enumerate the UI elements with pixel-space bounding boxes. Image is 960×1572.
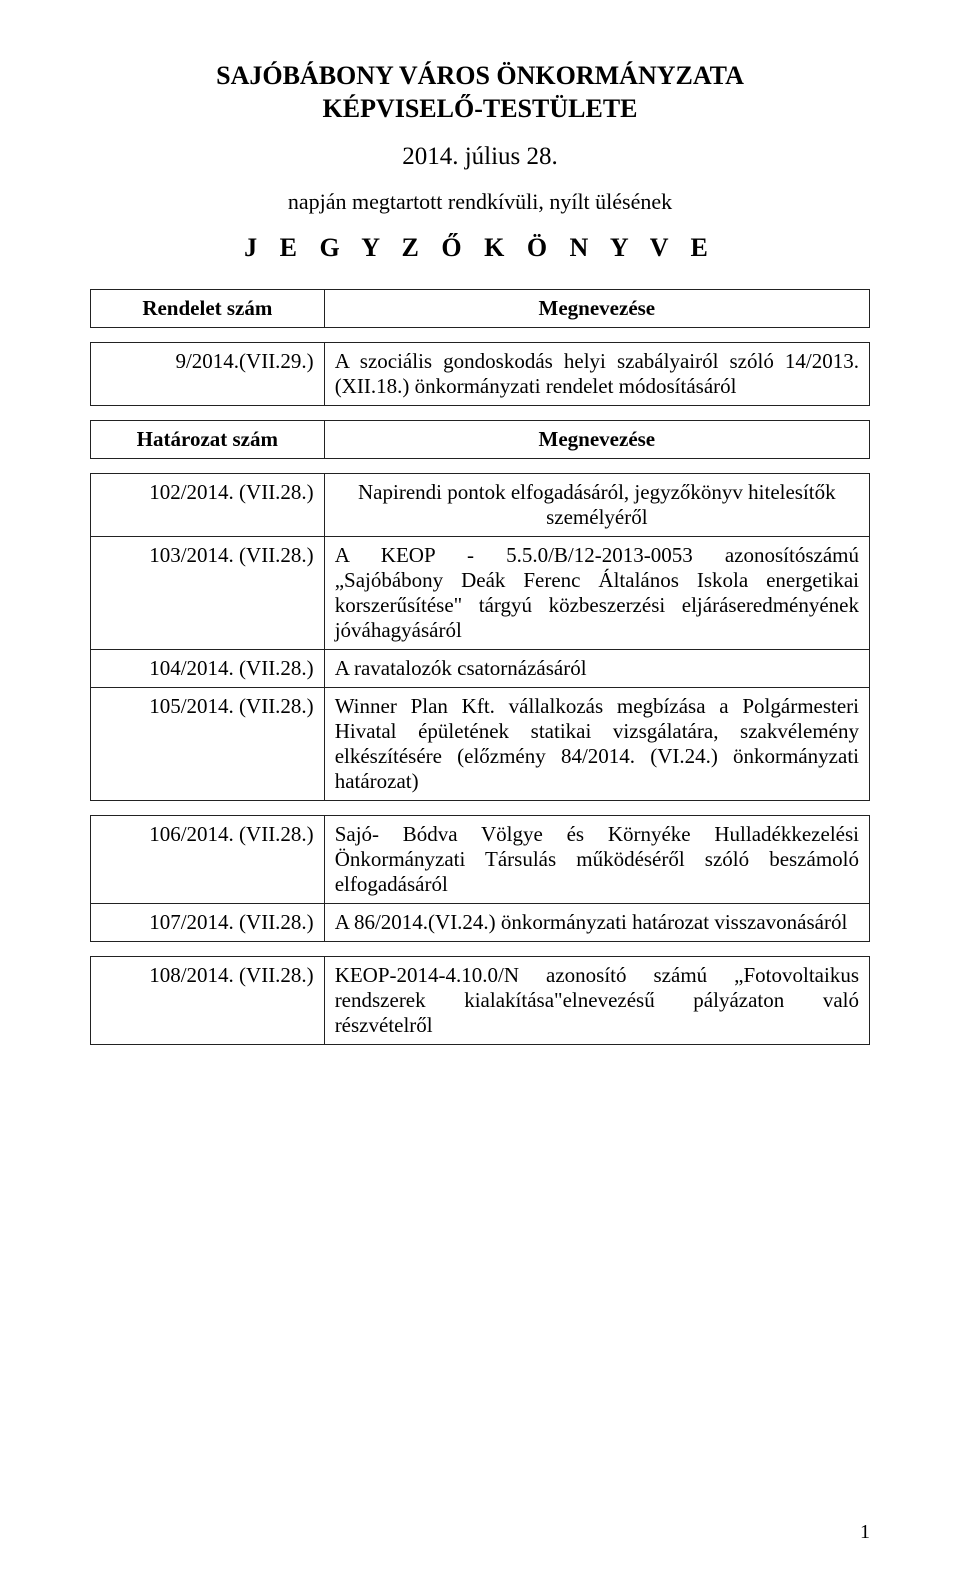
hatarozat-text: Sajó- Bódva Völgye és Környéke Hulladékk… — [324, 816, 869, 904]
document-subtitle: napján megtartott rendkívüli, nyílt ülés… — [90, 189, 870, 215]
hatarozat-text: Winner Plan Kft. vállalkozás megbízása a… — [324, 688, 869, 801]
table-row: 9/2014.(VII.29.) A szociális gondoskodás… — [91, 343, 870, 406]
table-row: 108/2014. (VII.28.) KEOP-2014-4.10.0/N a… — [91, 957, 870, 1045]
hatarozat-header-left: Határozat szám — [91, 421, 325, 459]
hatarozat-text: A ravatalozók csatornázásáról — [324, 650, 869, 688]
document-date: 2014. július 28. — [90, 143, 870, 171]
hatarozat-group-3: 108/2014. (VII.28.) KEOP-2014-4.10.0/N a… — [90, 956, 870, 1045]
hatarozat-num: 107/2014. (VII.28.) — [91, 904, 325, 942]
hatarozat-num: 103/2014. (VII.28.) — [91, 537, 325, 650]
table-row: 105/2014. (VII.28.) Winner Plan Kft. vál… — [91, 688, 870, 801]
rendelet-header-right: Megnevezése — [324, 290, 869, 328]
rendelet-num: 9/2014.(VII.29.) — [91, 343, 325, 406]
rendelet-table: Rendelet szám Megnevezése — [90, 289, 870, 328]
hatarozat-group-2: 106/2014. (VII.28.) Sajó- Bódva Völgye é… — [90, 815, 870, 942]
title-line2: KÉPVISELŐ-TESTÜLETE — [323, 94, 638, 123]
table-row: 107/2014. (VII.28.) A 86/2014.(VI.24.) ö… — [91, 904, 870, 942]
hatarozat-text: A KEOP - 5.5.0/B/12-2013-0053 azonosítós… — [324, 537, 869, 650]
hatarozat-num: 102/2014. (VII.28.) — [91, 474, 325, 537]
hatarozat-text: KEOP-2014-4.10.0/N azonosító számú „Foto… — [324, 957, 869, 1045]
hatarozat-group-1: 102/2014. (VII.28.) Napirendi pontok elf… — [90, 473, 870, 801]
table-row: 103/2014. (VII.28.) A KEOP - 5.5.0/B/12-… — [91, 537, 870, 650]
document-name: J E G Y Z Ő K Ö N Y V E — [90, 233, 870, 263]
table-row: 102/2014. (VII.28.) Napirendi pontok elf… — [91, 474, 870, 537]
hatarozat-num: 104/2014. (VII.28.) — [91, 650, 325, 688]
hatarozat-text: A 86/2014.(VI.24.) önkormányzati határoz… — [324, 904, 869, 942]
main-title: SAJÓBÁBONY VÁROS ÖNKORMÁNYZATA KÉPVISELŐ… — [90, 60, 870, 125]
hatarozat-header-table: Határozat szám Megnevezése — [90, 420, 870, 459]
page-number: 1 — [860, 1521, 870, 1544]
table-row: 104/2014. (VII.28.) A ravatalozók csator… — [91, 650, 870, 688]
rendelet-text: A szociális gondoskodás helyi szabályair… — [324, 343, 869, 406]
hatarozat-text: Napirendi pontok elfogadásáról, jegyzőkö… — [324, 474, 869, 537]
hatarozat-num: 106/2014. (VII.28.) — [91, 816, 325, 904]
hatarozat-header-right: Megnevezése — [324, 421, 869, 459]
table-header-row: Határozat szám Megnevezése — [91, 421, 870, 459]
document-page: SAJÓBÁBONY VÁROS ÖNKORMÁNYZATA KÉPVISELŐ… — [0, 0, 960, 1572]
rendelet-header-left: Rendelet szám — [91, 290, 325, 328]
table-header-row: Rendelet szám Megnevezése — [91, 290, 870, 328]
rendelet-body-table: 9/2014.(VII.29.) A szociális gondoskodás… — [90, 342, 870, 406]
table-row: 106/2014. (VII.28.) Sajó- Bódva Völgye é… — [91, 816, 870, 904]
title-line1: SAJÓBÁBONY VÁROS ÖNKORMÁNYZATA — [216, 61, 744, 90]
hatarozat-num: 108/2014. (VII.28.) — [91, 957, 325, 1045]
hatarozat-num: 105/2014. (VII.28.) — [91, 688, 325, 801]
